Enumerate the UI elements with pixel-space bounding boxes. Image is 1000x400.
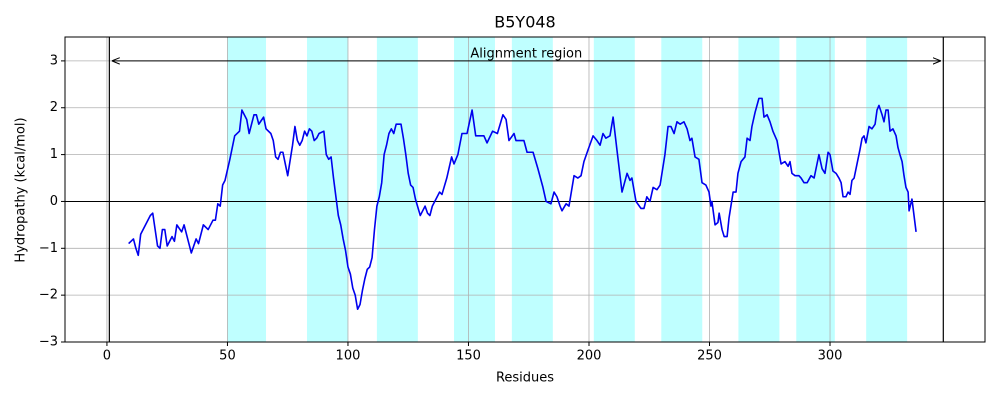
y-tick-label: −2 [39,288,58,303]
y-axis-label: Hydropathy (kcal/mol) [14,117,29,262]
y-tick-label: −3 [39,335,58,350]
alignment-span [866,37,908,342]
x-tick-label: 0 [103,349,111,364]
x-tick-label: 50 [219,349,236,364]
x-tick-label: 250 [697,349,722,364]
alignment-span [454,37,495,342]
alignment-span [376,37,418,342]
y-tick-label: 0 [50,194,58,209]
x-tick-label: 200 [577,349,602,364]
alignment-span [661,37,703,342]
y-tick-label: 2 [50,100,58,115]
x-tick-label: 100 [336,349,361,364]
x-tick-label: 150 [456,349,481,364]
alignment-span [511,37,553,342]
alignment-span [738,37,780,342]
annotation: Alignment region [470,46,582,61]
y-tick-label: 1 [50,147,58,162]
x-axis-label: Residues [496,371,554,386]
alignment-span [227,37,267,342]
plot-frame [64,36,986,343]
hydropathy-line [128,97,917,310]
y-tick-label: −1 [39,241,58,256]
alignment-span [796,37,835,342]
x-tick-label: 300 [818,349,843,364]
alignment-span [306,37,348,342]
y-tick-label: 3 [50,53,58,68]
alignment-span [593,37,635,342]
chart-title: B5Y048 [494,13,555,32]
